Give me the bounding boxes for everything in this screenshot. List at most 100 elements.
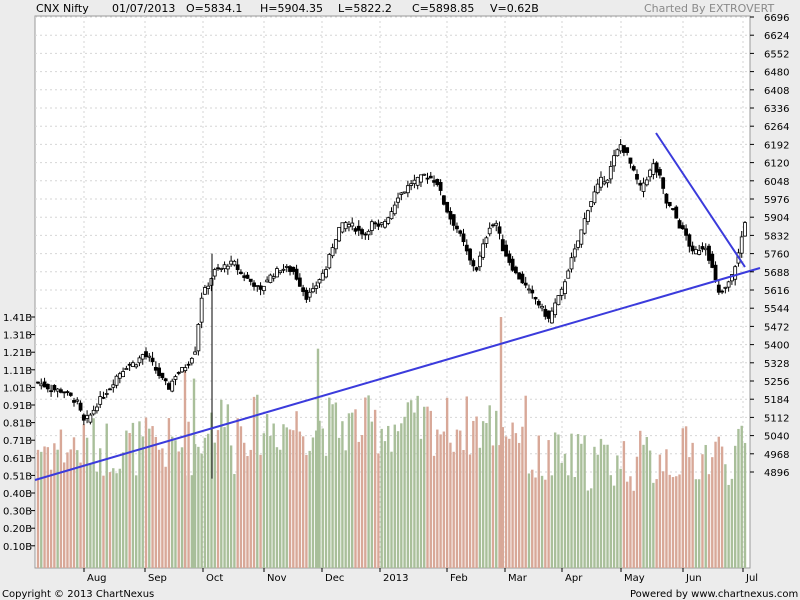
volume-bar — [586, 490, 590, 568]
candle — [150, 351, 155, 366]
volume-bar — [364, 397, 367, 568]
candle — [376, 219, 381, 231]
candle-body — [572, 248, 577, 258]
candle — [608, 160, 613, 184]
price-tick-label: 5400 — [764, 341, 789, 352]
volume-bar — [694, 479, 698, 568]
candle-body — [137, 357, 142, 364]
volume-bar — [462, 450, 465, 568]
volume-bar — [305, 455, 308, 568]
candle — [189, 356, 194, 366]
candle-body — [723, 286, 728, 289]
candle-body — [252, 282, 256, 287]
candle-body — [294, 268, 299, 280]
candle — [520, 271, 525, 284]
volume-bar — [357, 441, 360, 568]
candle-body — [363, 233, 368, 236]
candle — [206, 282, 211, 295]
candle-body — [625, 147, 630, 153]
candle-body — [72, 400, 76, 403]
volume-bar — [406, 402, 410, 568]
volume-bar — [426, 406, 429, 568]
volume-bar — [599, 438, 603, 568]
candle-body — [477, 255, 482, 268]
volume-bar — [459, 430, 462, 568]
volume-bar — [69, 449, 72, 568]
candle-body — [657, 169, 662, 176]
candle-body — [55, 388, 60, 392]
candle-body — [376, 223, 381, 227]
candle-body — [68, 392, 73, 396]
candle — [137, 355, 142, 367]
candle — [510, 256, 515, 272]
candle-body — [694, 249, 698, 255]
candle-body — [458, 230, 463, 234]
candle-body — [389, 211, 394, 220]
candle — [350, 217, 355, 231]
candle — [684, 224, 688, 241]
candle — [330, 243, 335, 259]
candle-body — [81, 414, 86, 421]
volume-bar — [301, 436, 305, 568]
date-label: 01/07/2013 — [112, 2, 175, 15]
candle-body — [212, 269, 217, 277]
candle — [549, 307, 554, 324]
price-tick-label: 4968 — [764, 450, 789, 461]
candle — [340, 222, 345, 234]
volume-bar — [455, 429, 459, 568]
volume-bar — [563, 453, 567, 568]
volume-bar — [144, 417, 148, 568]
candle — [170, 378, 175, 393]
candle — [163, 377, 168, 386]
candle-body — [134, 364, 139, 368]
volume-bar — [40, 451, 43, 568]
candle-body — [183, 367, 188, 372]
volume-bar — [553, 432, 557, 568]
volume-bar — [223, 427, 226, 568]
candle-body — [49, 390, 53, 393]
candle-body — [199, 297, 204, 323]
candle-body — [108, 388, 112, 391]
price-tick-label: 6696 — [764, 13, 789, 24]
volume-bar — [192, 378, 196, 568]
candle — [157, 363, 162, 379]
candle-body — [340, 222, 345, 233]
candle-body — [517, 272, 522, 280]
candle-body — [248, 278, 253, 282]
candle-body — [147, 355, 152, 358]
candle-body — [261, 285, 266, 292]
candle — [720, 289, 724, 295]
volume-bar — [642, 444, 645, 568]
volume-bar — [154, 436, 158, 568]
volume-bar — [82, 424, 86, 568]
candle-body — [59, 389, 63, 393]
candle-body — [667, 201, 672, 206]
candle-body — [641, 182, 646, 192]
volume-bar — [259, 454, 262, 568]
candle — [507, 250, 512, 266]
volume-bar — [256, 394, 259, 568]
volume-bar — [49, 469, 53, 568]
candle — [307, 287, 312, 302]
volume-bar — [465, 396, 468, 568]
candle — [471, 258, 476, 272]
candle-body — [383, 221, 387, 228]
volume-bar — [197, 446, 200, 568]
candle-body — [468, 248, 472, 261]
candle-body — [278, 270, 283, 273]
candle-body — [235, 264, 240, 271]
candle-body — [275, 268, 279, 278]
volume-bar — [128, 432, 131, 568]
volume-tick-label: 0.81B — [3, 419, 32, 430]
candle — [68, 392, 73, 397]
candle — [592, 185, 597, 206]
candle — [628, 157, 633, 169]
candle — [369, 219, 374, 235]
credit-label: Charted By EXTROVERT — [644, 2, 774, 15]
candle-body — [697, 250, 702, 255]
candle — [314, 281, 319, 294]
candle — [268, 273, 273, 284]
price-tick-label: 5904 — [764, 213, 789, 224]
copyright-label: Copyright © 2013 ChartNexus — [2, 589, 154, 600]
candle-body — [405, 185, 410, 194]
